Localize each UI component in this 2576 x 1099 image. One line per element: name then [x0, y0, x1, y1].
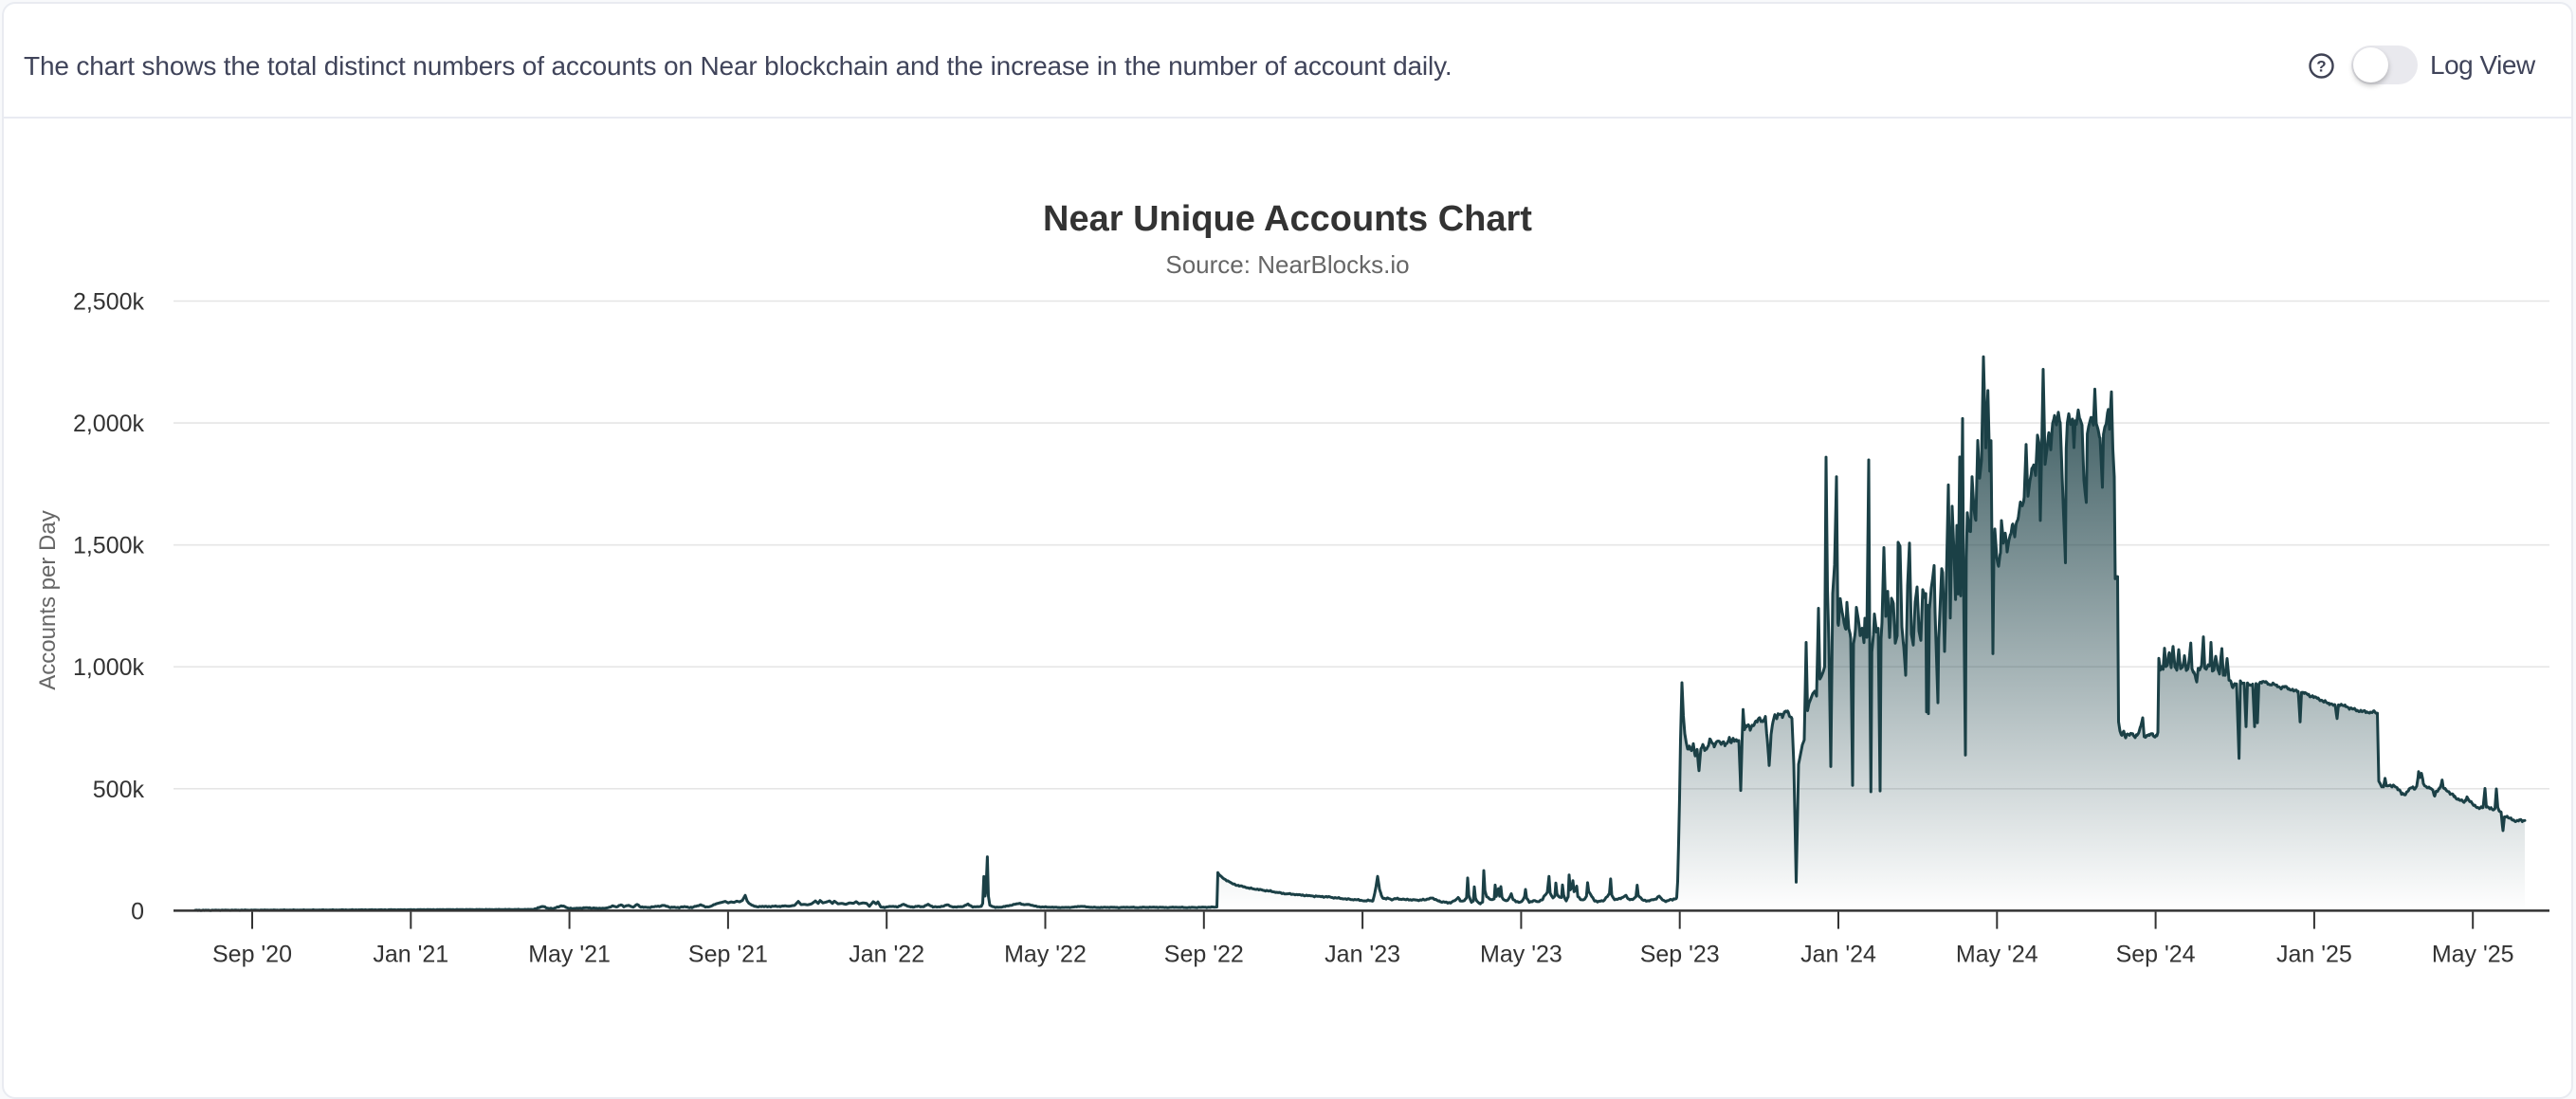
- svg-text:Sep '21: Sep '21: [688, 942, 768, 968]
- svg-text:May '24: May '24: [1956, 942, 2038, 968]
- svg-text:0: 0: [131, 898, 144, 925]
- svg-text:Jan '21: Jan '21: [373, 942, 448, 968]
- svg-text:Jan '23: Jan '23: [1325, 942, 1400, 968]
- svg-text:2,500k: 2,500k: [73, 289, 145, 316]
- svg-text:May '21: May '21: [528, 942, 611, 968]
- svg-text:Sep '22: Sep '22: [1164, 942, 1244, 968]
- svg-text:May '25: May '25: [2432, 942, 2514, 968]
- svg-text:500k: 500k: [93, 777, 145, 803]
- svg-text:Jan '24: Jan '24: [1800, 942, 1876, 968]
- svg-text:Near Unique Accounts Chart: Near Unique Accounts Chart: [1043, 199, 1532, 239]
- svg-text:1,000k: 1,000k: [73, 654, 145, 681]
- svg-text:Jan '22: Jan '22: [849, 942, 924, 968]
- svg-text:Jan '25: Jan '25: [2276, 942, 2352, 968]
- svg-text:?: ?: [2316, 58, 2326, 76]
- svg-text:Sep '20: Sep '20: [212, 942, 292, 968]
- svg-text:May '23: May '23: [1480, 942, 1562, 968]
- svg-text:1,500k: 1,500k: [73, 533, 145, 559]
- svg-text:2,000k: 2,000k: [73, 411, 145, 437]
- svg-text:Accounts per Day: Accounts per Day: [35, 510, 61, 689]
- svg-text:Sep '24: Sep '24: [2116, 942, 2196, 968]
- svg-text:May '22: May '22: [1004, 942, 1087, 968]
- svg-text:Sep '23: Sep '23: [1640, 942, 1720, 968]
- svg-text:Source: NearBlocks.io: Source: NearBlocks.io: [1165, 250, 1409, 279]
